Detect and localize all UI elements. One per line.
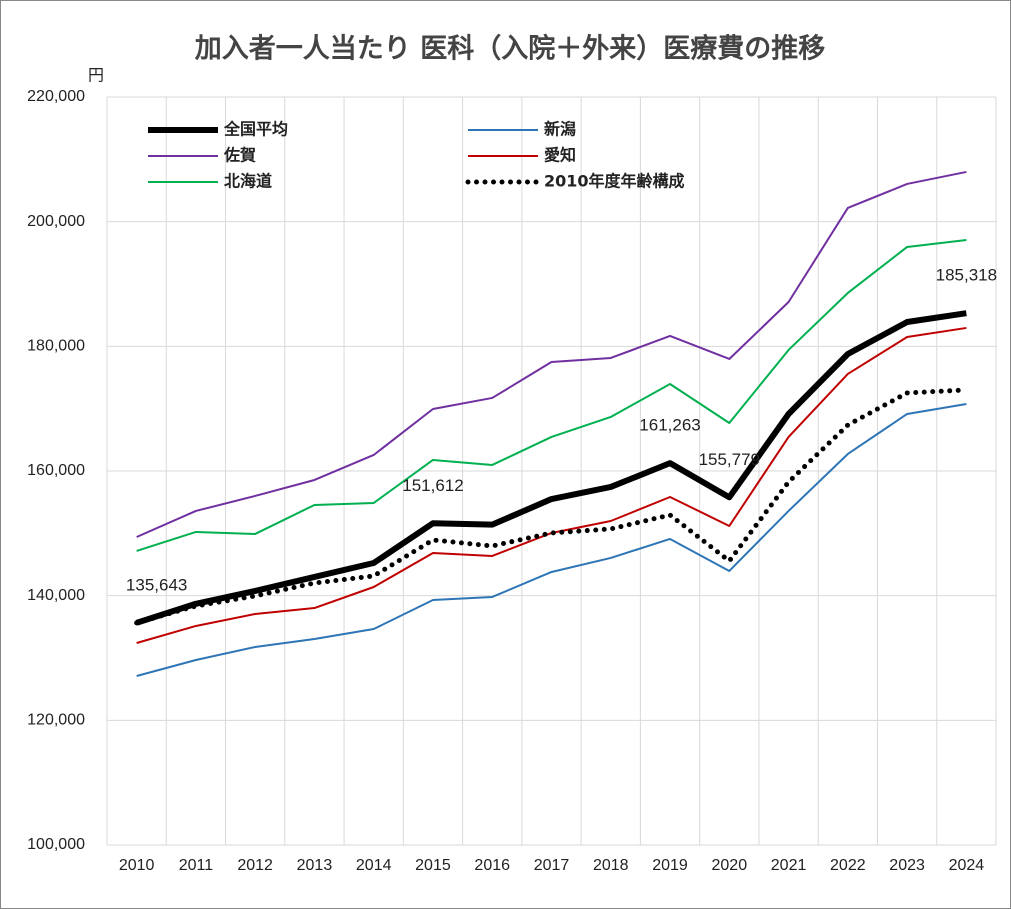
data-label: 161,263 <box>639 416 700 435</box>
x-tick-label: 2018 <box>593 857 629 874</box>
x-tick-label: 2014 <box>356 857 392 874</box>
series-line <box>135 310 967 626</box>
data-label: 135,643 <box>126 575 187 594</box>
data-label: 185,318 <box>936 266 997 285</box>
legend-label: 2010年度年齢構成 <box>544 172 685 191</box>
x-tick-label: 2024 <box>949 857 985 874</box>
x-tick-label: 2022 <box>830 857 866 874</box>
x-tick-label: 2010 <box>119 857 155 874</box>
series-line <box>134 387 969 626</box>
x-tick-label: 2016 <box>474 857 510 874</box>
y-tick-label: 100,000 <box>27 836 85 853</box>
legend-label: 愛知 <box>544 146 576 165</box>
y-tick-label: 200,000 <box>27 213 85 230</box>
x-tick-label: 2015 <box>415 857 451 874</box>
chart-title: 加入者一人当たり 医科（入院＋外来）医療費の推移 <box>195 33 825 65</box>
series-line <box>136 170 967 538</box>
x-tick-label: 2021 <box>771 857 807 874</box>
x-tick-label: 2011 <box>179 857 214 874</box>
data-label: 155,779 <box>699 450 760 469</box>
series-line <box>136 403 967 677</box>
series-line <box>136 238 967 552</box>
x-tick-label: 2023 <box>889 857 925 874</box>
data-label: 151,612 <box>402 476 463 495</box>
y-tick-label: 120,000 <box>27 712 85 729</box>
y-tick-label: 140,000 <box>27 587 85 604</box>
x-tick-label: 2020 <box>712 857 748 874</box>
y-tick-label: 160,000 <box>27 462 85 479</box>
x-tick-label: 2013 <box>297 857 333 874</box>
y-unit: 円 <box>88 66 104 85</box>
legend-label: 新潟 <box>544 120 576 139</box>
x-tick-label: 2012 <box>237 857 273 874</box>
x-tick-label: 2017 <box>534 857 570 874</box>
legend-label: 北海道 <box>224 172 272 191</box>
legend-label: 佐賀 <box>223 146 256 165</box>
x-tick-label: 2019 <box>652 857 688 874</box>
y-tick-label: 220,000 <box>27 88 85 105</box>
legend-label: 全国平均 <box>223 120 288 139</box>
y-tick-label: 180,000 <box>27 338 85 355</box>
